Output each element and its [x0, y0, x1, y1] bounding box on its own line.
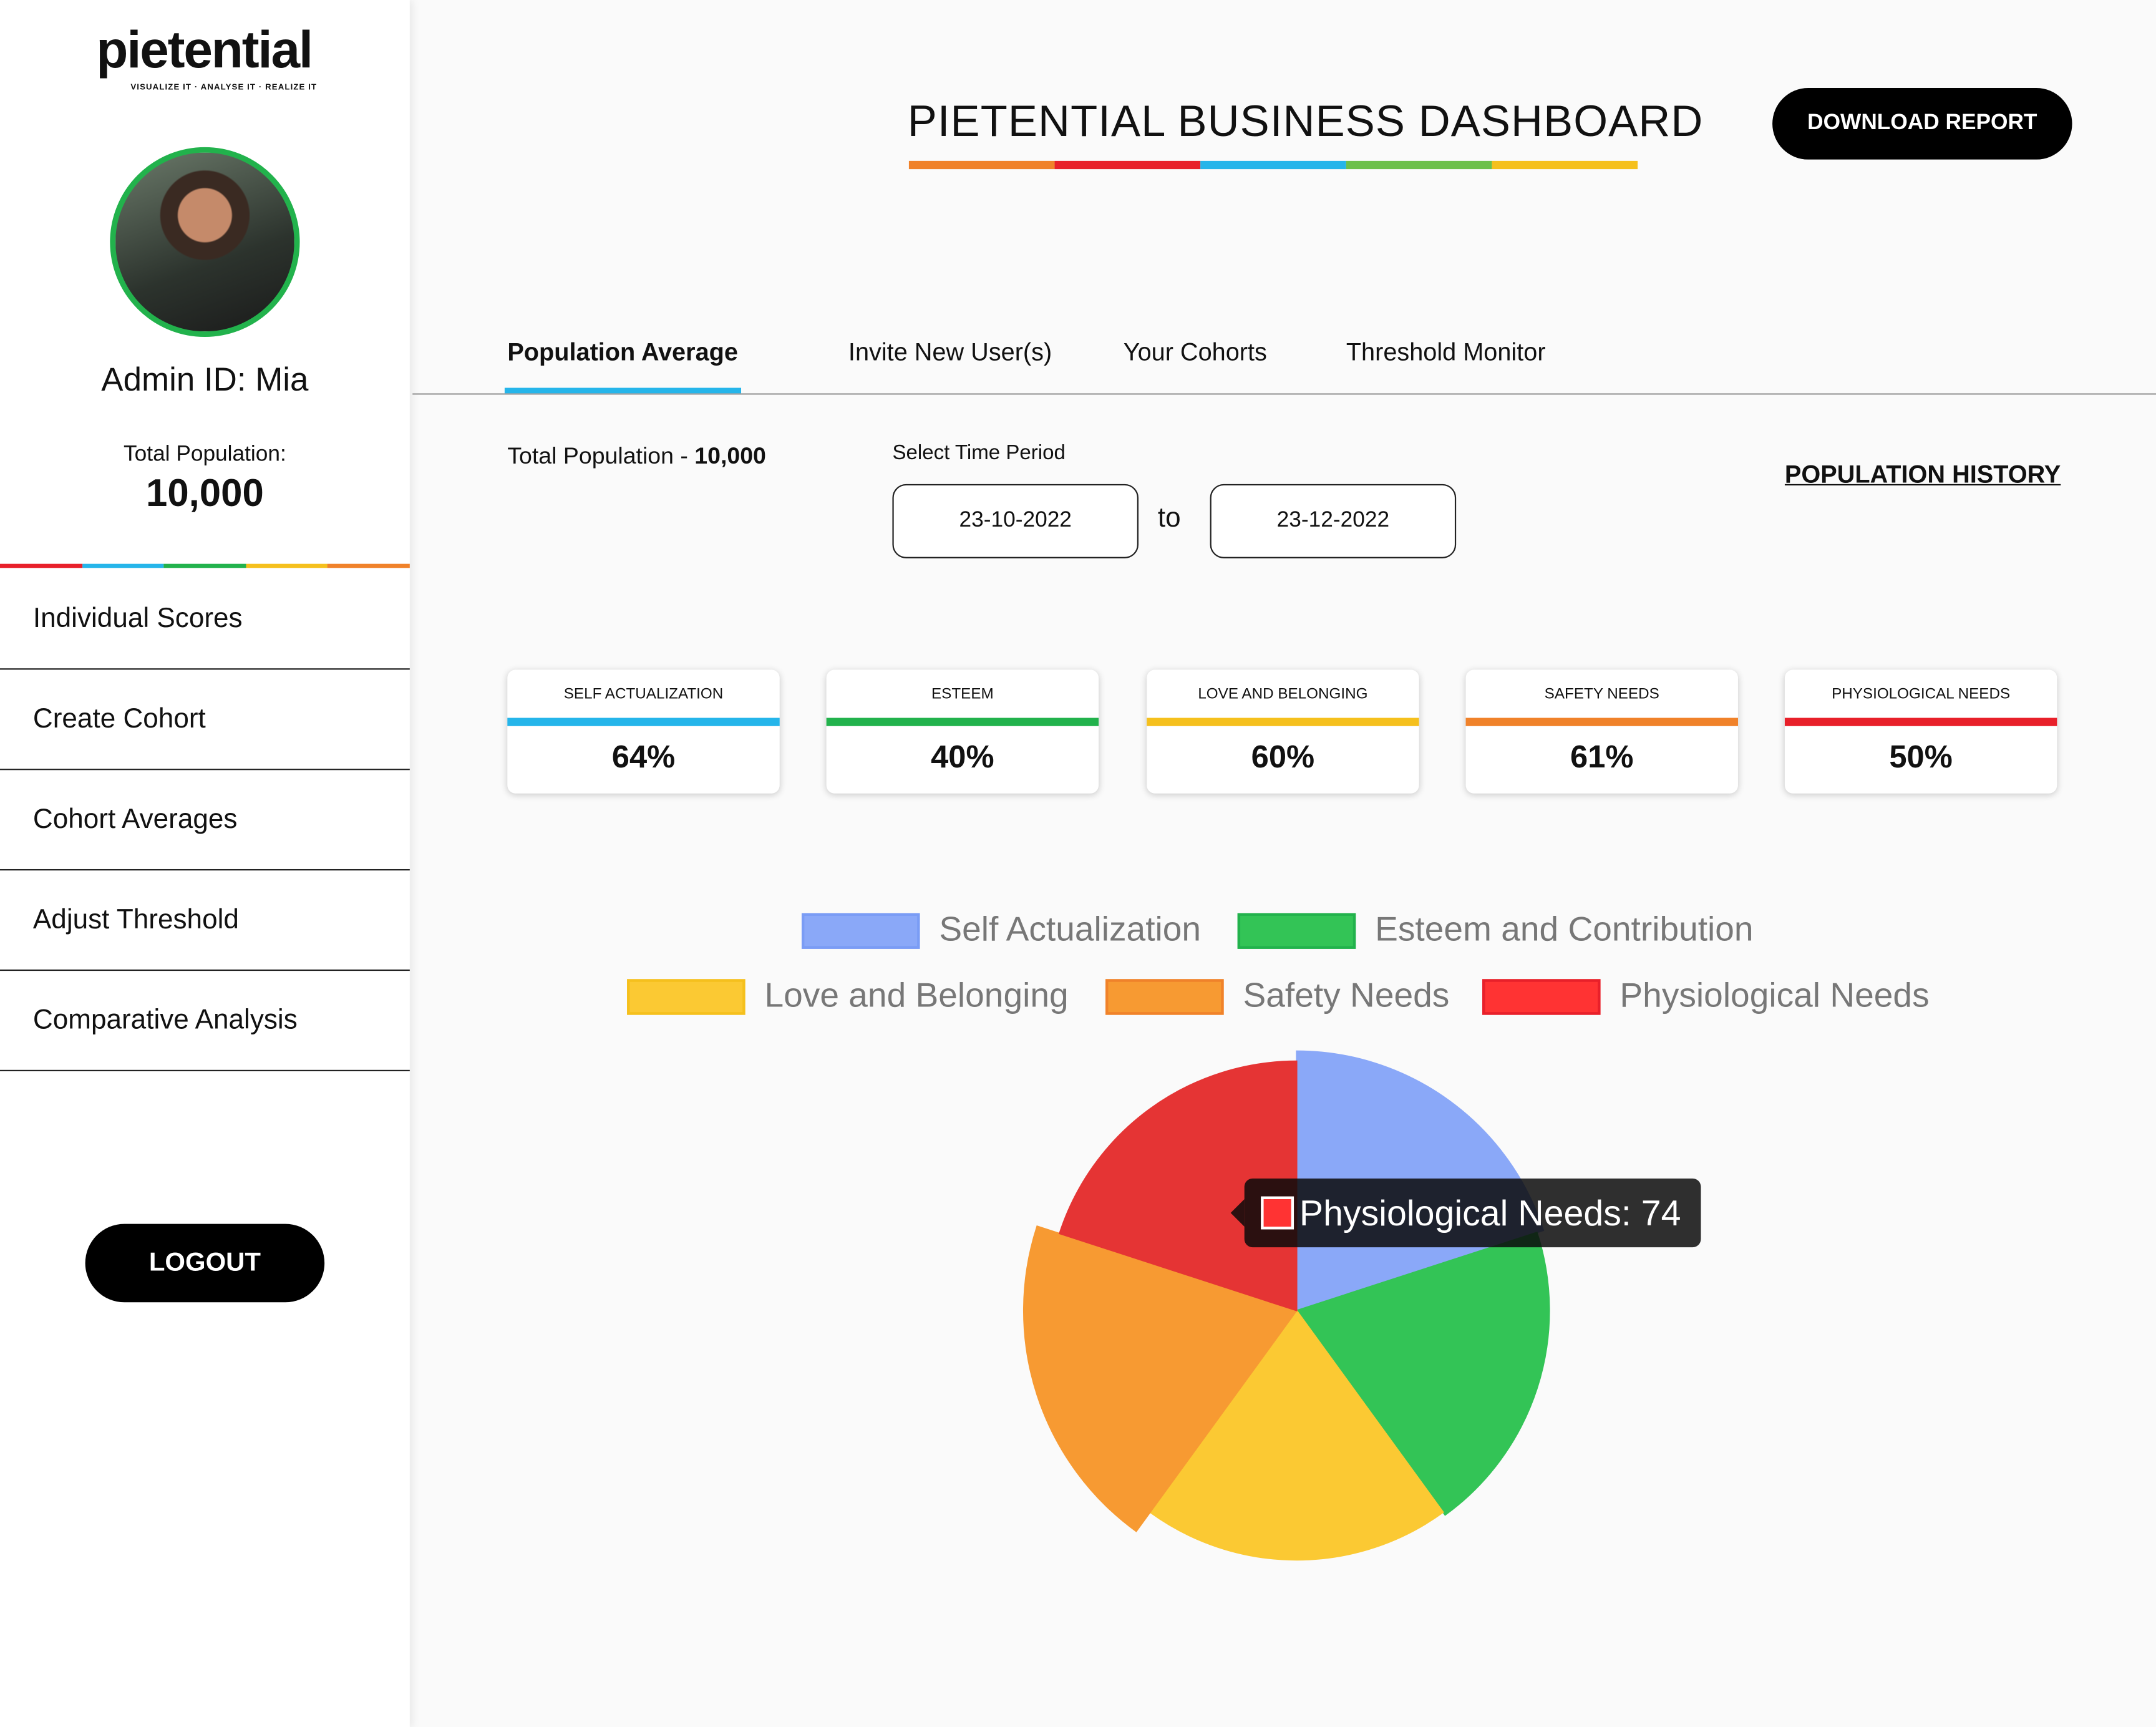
legend-swatch: [1105, 978, 1224, 1014]
tab-threshold-monitor[interactable]: Threshold Monitor: [1346, 338, 1546, 366]
chart-slice-physiological-needs[interactable]: [1059, 1060, 1298, 1312]
start-date-input[interactable]: 23-10-2022: [892, 484, 1139, 558]
score-card: LOVE AND BELONGING 60%: [1147, 669, 1419, 794]
score-card-bar: [826, 718, 1099, 726]
legend-swatch: [1237, 912, 1356, 948]
score-card-bar: [507, 718, 780, 726]
tab-bar: Population Average Invite New User(s) Yo…: [412, 330, 2156, 395]
total-population-summary: Total Population - 10,000: [507, 443, 766, 470]
score-card-bar: [1784, 718, 2057, 726]
sidebar-item-adjust-threshold[interactable]: Adjust Threshold: [0, 870, 410, 971]
score-card: ESTEEM 40%: [826, 669, 1099, 794]
score-card-label: LOVE AND BELONGING: [1198, 686, 1368, 703]
sidebar-nav: Individual Scores Create Cohort Cohort A…: [0, 569, 410, 1071]
time-period-label: Select Time Period: [892, 441, 1066, 465]
to-label: to: [1157, 503, 1181, 534]
legend-swatch: [1482, 978, 1601, 1014]
legend-esteem[interactable]: Esteem and Contribution: [1237, 910, 1754, 950]
score-card-value: 61%: [1570, 738, 1634, 774]
chart-slice-esteem-and-contribution[interactable]: [1295, 1231, 1550, 1516]
logo: pietential: [96, 22, 313, 80]
legend-self-actualization[interactable]: Self Actualization: [801, 910, 1202, 950]
score-card-value: 50%: [1889, 738, 1953, 774]
score-card-label: SAFETY NEEDS: [1544, 686, 1659, 703]
sidebar: pietential VISUALIZE IT · ANALYSE IT · R…: [0, 0, 410, 1727]
legend-safety-needs[interactable]: Safety Needs: [1105, 976, 1449, 1016]
avatar: [110, 147, 300, 338]
legend-label: Physiological Needs: [1619, 976, 1930, 1015]
score-card-value: 40%: [931, 738, 994, 774]
score-card-bar: [1147, 718, 1419, 726]
sidebar-item-comparative-analysis[interactable]: Comparative Analysis: [0, 971, 410, 1071]
legend-physiological-needs[interactable]: Physiological Needs: [1482, 976, 1930, 1016]
score-card: SAFETY NEEDS 61%: [1465, 669, 1738, 794]
sidebar-item-cohort-averages[interactable]: Cohort Averages: [0, 770, 410, 871]
sidebar-item-individual-scores[interactable]: Individual Scores: [0, 569, 410, 670]
tab-your-cohorts[interactable]: Your Cohorts: [1123, 338, 1267, 366]
tab-population-average[interactable]: Population Average: [504, 338, 741, 394]
rainbow-divider: [0, 563, 410, 568]
score-card: SELF ACTUALIZATION 64%: [507, 669, 780, 794]
legend-label: Safety Needs: [1243, 976, 1450, 1015]
legend-swatch: [627, 978, 745, 1014]
logout-button[interactable]: LOGOUT: [85, 1223, 325, 1303]
total-population-label: Total Population:: [124, 442, 286, 467]
end-date-input[interactable]: 23-12-2022: [1210, 484, 1457, 558]
score-card-value: 64%: [611, 738, 676, 774]
score-card: PHYSIOLOGICAL NEEDS 50%: [1784, 669, 2057, 794]
score-card-label: ESTEEM: [931, 686, 994, 703]
score-card-bar: [1465, 718, 1738, 726]
tooltip-swatch: [1261, 1196, 1294, 1230]
download-report-button[interactable]: DOWNLOAD REPORT: [1772, 88, 2072, 160]
legend-label: Self Actualization: [939, 910, 1202, 949]
score-card-label: SELF ACTUALIZATION: [563, 686, 724, 703]
chart-tooltip: Physiological Needs: 74: [1230, 1178, 1701, 1248]
chart-slice-love-and-belonging[interactable]: [1149, 1309, 1444, 1561]
logo-tagline: VISUALIZE IT · ANALYSE IT · REALIZE IT: [130, 84, 318, 92]
legend-label: Love and Belonging: [764, 976, 1069, 1015]
total-label: Total Population -: [507, 442, 695, 469]
sidebar-item-create-cohort[interactable]: Create Cohort: [0, 669, 410, 771]
score-card-label: PHYSIOLOGICAL NEEDS: [1832, 686, 2011, 703]
polar-area-chart[interactable]: [963, 976, 1650, 1664]
title-underline: [908, 160, 1638, 170]
admin-id: Admin ID: Mia: [101, 361, 309, 399]
total-value: 10,000: [694, 442, 766, 469]
tooltip-text: Physiological Needs: 74: [1299, 1191, 1681, 1233]
total-population-value: 10,000: [146, 472, 264, 515]
score-card-value: 60%: [1251, 738, 1315, 774]
legend-label: Esteem and Contribution: [1375, 910, 1754, 949]
tab-invite-users[interactable]: Invite New User(s): [848, 338, 1052, 366]
legend-swatch: [801, 912, 920, 948]
legend-love-belonging[interactable]: Love and Belonging: [627, 976, 1069, 1016]
chart-slice-safety-needs[interactable]: [1022, 1225, 1298, 1532]
population-history-link[interactable]: POPULATION HISTORY: [1784, 460, 2061, 489]
page-title: PIETENTIAL BUSINESS DASHBOARD: [907, 96, 1704, 146]
